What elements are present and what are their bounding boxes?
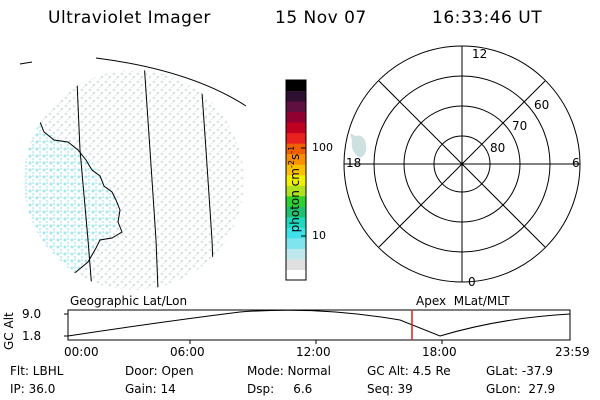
colorbar-band: [286, 195, 306, 207]
instrument-title: Ultraviolet Imager: [48, 8, 211, 28]
altitude-xtick-3: 18:00: [422, 345, 457, 359]
colorbar-band: [286, 80, 306, 92]
colorbar-tick-10: 10: [312, 229, 326, 242]
colorbar: [286, 80, 306, 281]
altitude-ylabel: GC Alt: [2, 312, 16, 350]
lat-label-80: 80: [490, 141, 506, 155]
colorbar-band: [286, 101, 306, 113]
info-seq: Seq: 39: [367, 382, 413, 396]
info-glat: GLat: -37.9: [486, 364, 553, 378]
altitude-xtick-4: 23:59: [555, 345, 590, 359]
geo-panel-label: Geographic Lat/Lon: [70, 294, 188, 308]
colorbar-unit-label: photon cm-2s-1: [287, 145, 302, 233]
colorbar-band: [286, 248, 306, 260]
colorbar-band: [286, 216, 306, 228]
colorbar-band: [286, 132, 306, 144]
mlt-label-12: 12: [472, 47, 488, 61]
info-mode: Mode: Normal: [247, 364, 331, 378]
info-door: Door: Open: [125, 364, 194, 378]
info-gc-alt: GC Alt: 4.5 Re: [367, 364, 451, 378]
colorbar-band: [286, 206, 306, 218]
lat-label-60: 60: [534, 98, 550, 112]
mlt-label-0: 0: [468, 275, 476, 289]
altitude-ytick-9: 9.0: [22, 307, 42, 321]
mlt-label-18: 18: [346, 156, 362, 170]
altitude-xtick-1: 06:00: [170, 345, 205, 359]
colorbar-band: [286, 111, 306, 123]
geographic-globe: [24, 70, 244, 290]
info-gain: Gain: 14: [125, 382, 176, 396]
info-glon: GLon: 27.9: [486, 382, 556, 396]
colorbar-band: [286, 153, 306, 165]
colorbar-band: [286, 143, 306, 155]
colorbar-band: [286, 174, 306, 186]
info-filter: Flt: LBHL: [10, 364, 64, 378]
colorbar-band: [286, 164, 306, 176]
colorbar-band: [286, 258, 306, 270]
colorbar-band: [286, 269, 306, 281]
colorbar-tick-100: 100: [312, 141, 333, 154]
info-dsp: Dsp: 6.6: [247, 382, 313, 396]
colorbar-band: [286, 122, 306, 134]
altitude-ytick-1-8: 1.8: [22, 329, 42, 343]
colorbar-band: [286, 185, 306, 197]
coastline: [24, 109, 123, 290]
colorbar-band: [286, 227, 306, 239]
mlt-label-6: 6: [572, 156, 580, 170]
polar-panel-label: Apex MLat/MLT: [416, 294, 510, 308]
colorbar-band: [286, 237, 306, 249]
polar-plot: [343, 45, 581, 283]
altitude-plot: [64, 309, 571, 344]
colorbar-band: [286, 90, 306, 102]
altitude-xtick-2: 12:00: [296, 345, 331, 359]
lat-label-70: 70: [512, 119, 528, 133]
date-label: 15 Nov 07: [275, 8, 367, 28]
altitude-xtick-0: 00:00: [64, 345, 99, 359]
time-label: 16:33:46 UT: [432, 8, 543, 28]
info-ip: IP: 36.0: [10, 382, 56, 396]
